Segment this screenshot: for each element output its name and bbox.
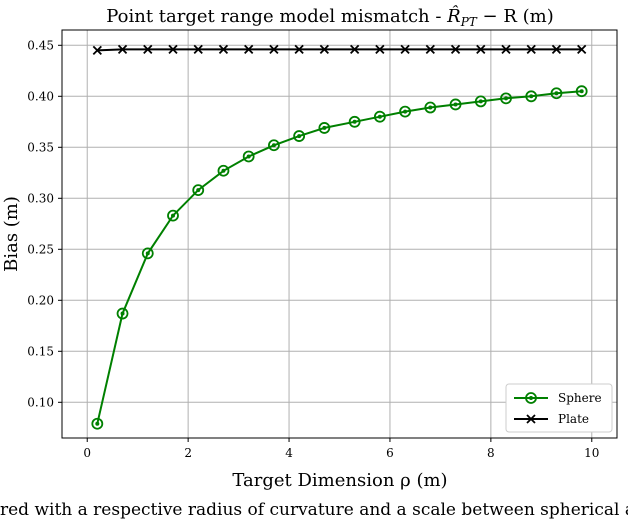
sphere-point-dot <box>478 99 483 104</box>
plate-point <box>294 44 304 55</box>
title-subscript: PT <box>460 15 478 29</box>
sphere-point <box>424 101 437 114</box>
sphere-point <box>167 209 179 222</box>
legend-sphere-marker-dot <box>529 396 533 400</box>
plate-point <box>269 44 279 55</box>
title-expr: R̂ <box>446 5 461 27</box>
sphere-point-dot <box>403 109 408 114</box>
sphere-point-dot <box>322 125 327 130</box>
y-tick-label: 0.10 <box>27 395 54 409</box>
sphere-point <box>141 247 154 260</box>
sphere-point-dot <box>504 96 508 101</box>
sphere-point <box>268 139 280 152</box>
plate-point <box>143 44 153 55</box>
sphere-point-dot <box>352 119 357 124</box>
sphere-point <box>293 130 306 142</box>
y-tick-label: 0.45 <box>27 38 54 52</box>
sphere-point-dot <box>246 154 251 159</box>
sphere-point <box>91 417 104 430</box>
plate-point <box>450 44 461 55</box>
chart-title: Point target range model mismatch - R̂PT… <box>106 5 553 29</box>
y-tick-label: 0.15 <box>27 344 54 358</box>
x-axis-label: Target Dimension ρ (m) <box>232 470 447 491</box>
legend-plate-marker <box>526 414 536 424</box>
sphere-point-dot <box>579 89 584 94</box>
plate-point <box>349 44 360 55</box>
x-tick-label: 4 <box>285 446 293 460</box>
plate-point <box>425 44 435 55</box>
sphere-point-dot <box>377 114 382 119</box>
plate-point <box>400 44 410 55</box>
sphere-point <box>399 105 411 118</box>
chart-figure: Point target range model mismatch - R̂PT… <box>1 5 618 491</box>
sphere-point <box>348 115 361 128</box>
x-tick-label: 6 <box>386 446 394 460</box>
title-main: Point target range model mismatch - <box>106 6 447 27</box>
sphere-point <box>474 95 487 108</box>
sphere-point <box>449 98 462 111</box>
y-tick-label: 0.40 <box>27 89 54 103</box>
sphere-point-dot <box>95 421 100 426</box>
plate-line <box>97 48 582 52</box>
sphere-point <box>550 87 563 100</box>
series-layer <box>91 44 588 430</box>
sphere-point-dot <box>171 213 175 218</box>
plate-point <box>501 44 511 55</box>
legend: Sphere Plate <box>505 383 613 433</box>
figure-caption: red with a respective radius of curvatur… <box>0 500 628 520</box>
sphere-point <box>192 184 205 197</box>
sphere-point-dot <box>428 105 433 110</box>
legend-sphere-marker <box>525 392 537 404</box>
plate-point <box>92 45 102 56</box>
x-tick-label: 10 <box>584 446 599 460</box>
plate-point <box>577 44 587 55</box>
sphere-point <box>373 110 386 123</box>
sphere-point <box>525 90 538 103</box>
plate-point <box>117 44 128 55</box>
x-tick-label: 8 <box>487 446 495 460</box>
plate-point <box>551 44 562 55</box>
plate-point <box>476 44 486 55</box>
plate-point <box>375 44 385 55</box>
sphere-point-dot <box>145 251 150 256</box>
sphere-point <box>116 307 129 320</box>
x-tick-label: 2 <box>184 446 192 460</box>
plate-point <box>218 44 229 55</box>
y-tick-label: 0.20 <box>27 293 54 307</box>
plate-point <box>526 44 536 55</box>
sphere-point-dot <box>554 91 559 96</box>
sphere-point <box>318 122 331 134</box>
y-axis-label: Bias (m) <box>1 196 22 272</box>
sphere-point <box>575 85 588 98</box>
axis-ticks: 0 2 4 6 8 10 0.10 0.15 0.20 0.25 0.30 0.35 0.40 0.45 <box>27 38 599 460</box>
sphere-point-dot <box>271 143 276 148</box>
plot-frame <box>61 29 618 439</box>
sphere-line <box>96 90 582 424</box>
sphere-point-dot <box>221 168 226 173</box>
sphere-point-dot <box>529 94 534 99</box>
x-tick-label: 0 <box>83 446 91 460</box>
y-tick-label: 0.25 <box>27 242 54 256</box>
sphere-point <box>217 164 230 177</box>
y-tick-label: 0.30 <box>27 191 54 205</box>
sphere-point-dot <box>297 134 302 139</box>
legend-sphere-label: Sphere <box>558 391 602 405</box>
title-tail: − R (m) <box>477 6 554 27</box>
sphere-point <box>242 150 255 163</box>
sphere-point-dot <box>196 188 201 193</box>
plate-point <box>319 44 330 55</box>
legend-plate-label: Plate <box>558 412 589 426</box>
sphere-point <box>500 92 512 105</box>
y-tick-label: 0.35 <box>27 140 54 154</box>
sphere-point-dot <box>120 311 125 316</box>
plate-point <box>244 44 254 55</box>
plate-point <box>193 44 203 55</box>
sphere-point-dot <box>453 102 458 107</box>
plate-point <box>168 44 178 55</box>
